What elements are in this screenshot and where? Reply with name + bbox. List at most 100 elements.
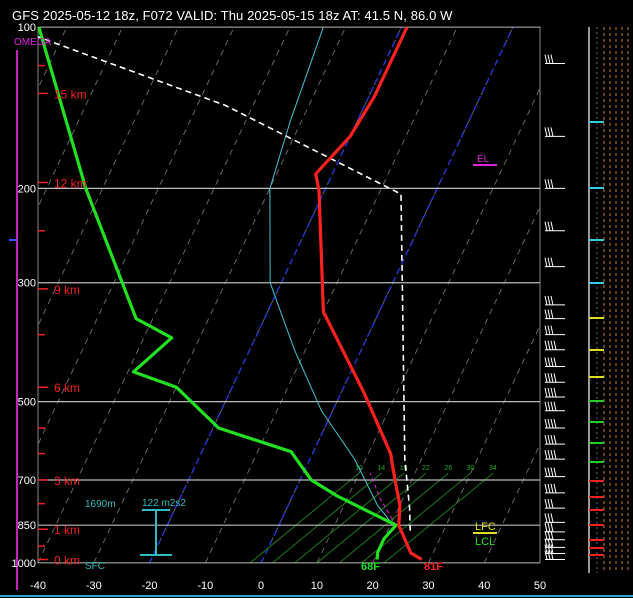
temperature-line [314, 27, 423, 561]
dewpoint-point [136, 318, 137, 319]
mixing-ratio-label: 34 [489, 465, 497, 472]
wind-barb-feather [550, 401, 554, 411]
temperature-point [410, 552, 411, 553]
temperature-point [374, 96, 375, 97]
wind-barb-feather [547, 538, 551, 548]
wind-barb-feather [544, 54, 548, 64]
height-label: 1 km [54, 523, 80, 537]
wind-barb [544, 387, 565, 398]
wind-barb-feather [550, 467, 554, 477]
wind-barb-feather [547, 522, 551, 533]
wind-barb-feather [544, 530, 548, 540]
isotherm-line [204, 27, 458, 563]
label-layer: 1690m 122 m2s2 EL LFC LCL 68F 81F SFC OM… [9, 22, 546, 592]
parcel-point [400, 194, 401, 195]
dewpoint-point [377, 559, 378, 560]
wind-barb-feather [550, 387, 554, 398]
dewpoint-point [377, 552, 378, 553]
mixing-ratio-label: 26 [444, 465, 452, 472]
wind-barb-feather [553, 373, 557, 383]
wind-barb [544, 418, 565, 429]
temperature-tick-label: 10 [311, 580, 323, 592]
wind-barb-feather [547, 309, 551, 319]
temperature-tick-label: 0 [258, 580, 264, 592]
wind-barb-feather [544, 357, 548, 367]
wind-barb-feather [550, 418, 554, 429]
side-columns [0, 27, 633, 597]
wind-barb-feather [550, 357, 554, 367]
wind-barb-feather [547, 373, 551, 383]
isotherm-line [316, 87, 540, 563]
wind-barb-feather [547, 127, 551, 137]
wind-barb-feather [550, 295, 554, 306]
wind-barb-feather [544, 340, 548, 350]
height-label: 3 km [54, 474, 80, 488]
temperature-tick-label: -20 [142, 580, 158, 592]
temperature-point [421, 559, 422, 560]
wind-barb [544, 340, 565, 351]
wind-barb [544, 373, 565, 383]
page-title: GFS 2025-05-12 18z, F072 VALID: Thu 2025… [12, 8, 453, 23]
wind-barb-feather [547, 295, 551, 306]
lfc-label: LFC [475, 521, 496, 533]
isotherm-line [93, 27, 347, 563]
wind-barb-feather [544, 538, 548, 548]
wind-barb-feather [544, 513, 548, 523]
wind-barb-feather [550, 309, 554, 319]
isotherm-line [483, 443, 540, 563]
wind-barb-feather [550, 325, 554, 335]
omega-label: OMEGA [14, 37, 52, 48]
wind-barb-feather [550, 434, 554, 445]
wind-barb-feather [547, 550, 551, 560]
parcel-trace-line [38, 36, 411, 531]
wind-barb-feather [553, 450, 557, 460]
wind-barb-feather [550, 522, 554, 533]
wind-barb-feather [550, 340, 554, 350]
wind-barb-feather [547, 54, 551, 64]
pressure-tick-label: 100 [18, 22, 36, 34]
wind-barb-feather [544, 418, 548, 429]
wind-barb-feather [553, 357, 557, 367]
wind-barb-feather [550, 513, 554, 523]
temperature-tick-label: -30 [86, 580, 102, 592]
parcel-point [410, 530, 411, 531]
temperature-point [349, 136, 350, 137]
wind-barb-feather [553, 467, 557, 477]
temperature-tick-label: 20 [367, 580, 379, 592]
parcel-point [409, 508, 410, 509]
wind-barb-feather [547, 434, 551, 445]
mixing-ratio-label: 14 [377, 465, 385, 472]
wind-barb-feather [547, 387, 551, 398]
height-label: 6 km [54, 381, 80, 395]
wind-barb-feather [547, 544, 551, 554]
temperature-tick-label: -10 [197, 580, 213, 592]
wind-barb-feather [547, 325, 551, 335]
wind-barb-feather [553, 387, 557, 398]
wind-barb-feather [544, 401, 548, 411]
wind-barb-feather [544, 373, 548, 383]
virtual-temperature-line [269, 27, 394, 526]
wind-barb-feather [544, 522, 548, 533]
sfc-label: SFC [85, 561, 105, 572]
wind-barb-feather [547, 257, 551, 267]
wind-barb [544, 295, 565, 306]
wind-barb [544, 257, 565, 268]
height-label: 15 km [54, 87, 87, 101]
temperature-tick-label: -40 [30, 580, 46, 592]
temperature-point [363, 392, 364, 393]
wind-barb [544, 54, 565, 65]
surface-dewpoint-label: 68F [361, 561, 380, 573]
parcel-point [225, 105, 226, 106]
wind-barb-feather [544, 450, 548, 460]
parcel-point [404, 459, 405, 460]
wind-barb-feather [550, 54, 554, 64]
freezing-isotherm-line [260, 27, 514, 563]
wind-barb-feather [553, 401, 557, 411]
wind-barb-feather [550, 373, 554, 383]
wind-barb-feather [547, 340, 551, 350]
wind-barb-feather [547, 401, 551, 411]
isotherm-line [0, 27, 11, 563]
lcl-label: LCL [475, 536, 495, 548]
dewpoint-point [291, 451, 292, 452]
